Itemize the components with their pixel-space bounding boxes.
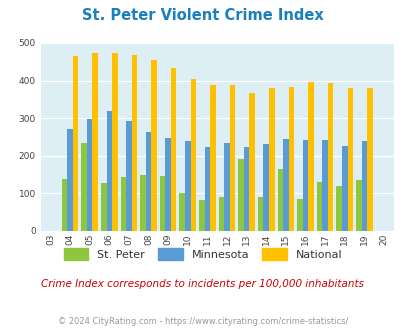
Bar xyxy=(361,142,366,231)
Bar xyxy=(341,147,347,231)
Bar xyxy=(81,143,87,231)
Legend: St. Peter, Minnesota, National: St. Peter, Minnesota, National xyxy=(60,245,345,263)
Bar xyxy=(288,86,294,231)
Bar xyxy=(218,197,224,231)
Bar xyxy=(87,119,92,231)
Bar xyxy=(131,55,137,231)
Bar xyxy=(210,85,215,231)
Bar xyxy=(366,88,372,231)
Bar xyxy=(296,199,302,231)
Bar xyxy=(190,79,196,231)
Bar xyxy=(336,186,341,231)
Bar xyxy=(179,193,185,231)
Bar xyxy=(269,88,274,231)
Bar xyxy=(229,85,235,231)
Bar xyxy=(277,169,282,231)
Bar xyxy=(120,177,126,231)
Bar xyxy=(355,180,361,231)
Text: Crime Index corresponds to incidents per 100,000 inhabitants: Crime Index corresponds to incidents per… xyxy=(41,279,364,289)
Text: © 2024 CityRating.com - https://www.cityrating.com/crime-statistics/: © 2024 CityRating.com - https://www.city… xyxy=(58,317,347,326)
Bar xyxy=(249,92,254,231)
Bar xyxy=(243,147,249,231)
Bar xyxy=(92,53,98,231)
Bar xyxy=(165,138,171,231)
Bar xyxy=(263,144,269,231)
Bar xyxy=(347,88,352,231)
Bar xyxy=(198,200,204,231)
Bar xyxy=(327,83,333,231)
Bar xyxy=(126,121,131,231)
Bar xyxy=(316,182,322,231)
Bar xyxy=(62,179,67,231)
Bar xyxy=(171,69,176,231)
Bar xyxy=(112,53,117,231)
Bar xyxy=(204,147,210,231)
Bar xyxy=(160,176,165,231)
Bar xyxy=(185,141,190,231)
Bar xyxy=(307,82,313,231)
Bar xyxy=(302,140,307,231)
Text: St. Peter Violent Crime Index: St. Peter Violent Crime Index xyxy=(82,8,323,23)
Bar xyxy=(101,183,106,231)
Bar xyxy=(238,159,243,231)
Bar xyxy=(282,139,288,231)
Bar xyxy=(257,197,263,231)
Bar xyxy=(151,60,156,231)
Bar xyxy=(72,56,78,231)
Bar xyxy=(106,111,112,231)
Bar xyxy=(224,143,229,231)
Bar xyxy=(322,140,327,231)
Bar xyxy=(145,132,151,231)
Bar xyxy=(140,175,145,231)
Bar xyxy=(67,129,72,231)
